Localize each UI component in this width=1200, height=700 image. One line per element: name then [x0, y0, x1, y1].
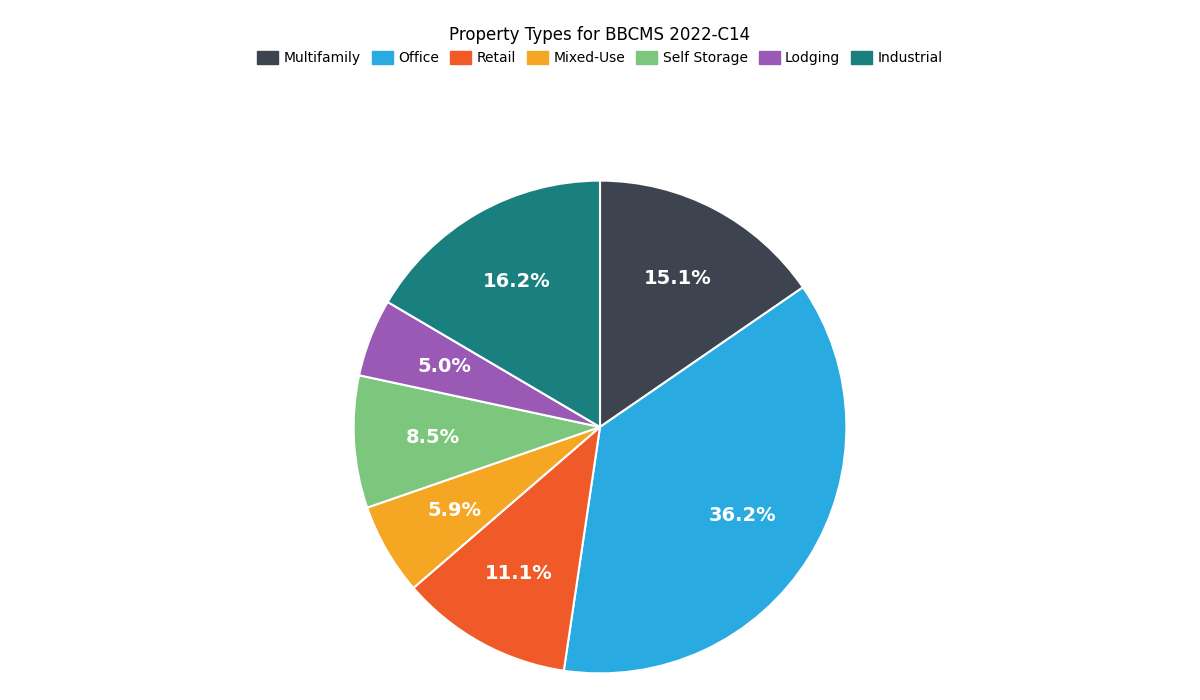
Wedge shape [414, 427, 600, 671]
Legend: Multifamily, Office, Retail, Mixed-Use, Self Storage, Lodging, Industrial: Multifamily, Office, Retail, Mixed-Use, … [252, 46, 948, 71]
Title: Property Types for BBCMS 2022-C14: Property Types for BBCMS 2022-C14 [450, 26, 750, 44]
Wedge shape [388, 181, 600, 427]
Wedge shape [367, 427, 600, 588]
Text: 5.0%: 5.0% [416, 356, 470, 376]
Text: 11.1%: 11.1% [485, 564, 553, 583]
Wedge shape [354, 375, 600, 508]
Text: 16.2%: 16.2% [482, 272, 551, 291]
Text: 36.2%: 36.2% [708, 506, 776, 525]
Text: 15.1%: 15.1% [644, 270, 712, 288]
Wedge shape [600, 181, 803, 427]
Wedge shape [564, 287, 846, 673]
Text: 5.9%: 5.9% [428, 501, 482, 520]
Wedge shape [359, 302, 600, 427]
Text: 8.5%: 8.5% [406, 428, 460, 447]
